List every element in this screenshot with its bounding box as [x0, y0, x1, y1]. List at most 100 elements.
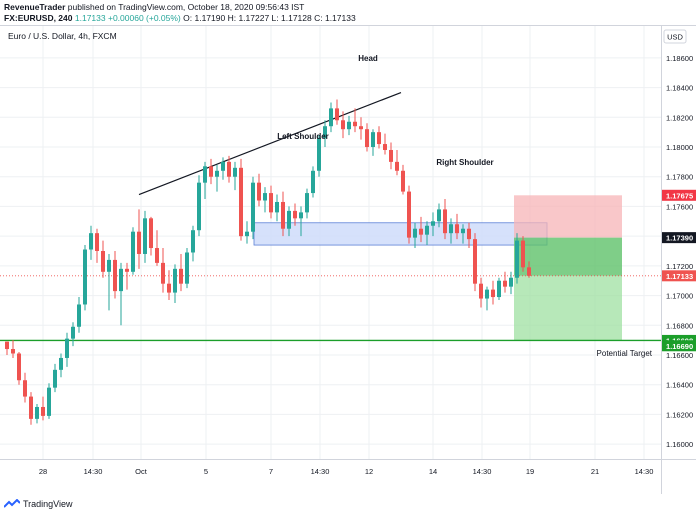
candle-up[interactable] — [233, 161, 237, 191]
candle-up[interactable] — [65, 332, 69, 367]
y-tick-label: 1.17200 — [666, 262, 693, 271]
candle-up[interactable] — [83, 245, 87, 311]
candle-up[interactable] — [119, 262, 123, 326]
candle-down[interactable] — [5, 341, 9, 355]
candle-up[interactable] — [35, 404, 39, 424]
candle-down[interactable] — [101, 240, 105, 278]
candle-down[interactable] — [41, 396, 45, 421]
candle-up[interactable] — [461, 224, 465, 244]
candle-up[interactable] — [203, 161, 207, 200]
candle-down[interactable] — [293, 203, 297, 226]
candle-down[interactable] — [407, 185, 411, 244]
candle-down[interactable] — [161, 248, 165, 293]
candle-down[interactable] — [29, 392, 33, 425]
candle-down[interactable] — [335, 99, 339, 125]
candle-down[interactable] — [455, 213, 459, 240]
candle-up[interactable] — [275, 194, 279, 222]
candle-up[interactable] — [371, 129, 375, 156]
candle-up[interactable] — [287, 206, 291, 237]
neckline-zone[interactable] — [253, 222, 548, 246]
candle-down[interactable] — [281, 191, 285, 237]
candle-up[interactable] — [221, 157, 225, 180]
candle-up[interactable] — [299, 206, 303, 237]
candle-down[interactable] — [479, 277, 483, 308]
candle-up[interactable] — [515, 233, 519, 284]
candle-down[interactable] — [521, 236, 525, 272]
candle-down[interactable] — [269, 185, 273, 219]
candle-up[interactable] — [305, 188, 309, 219]
candle-up[interactable] — [215, 164, 219, 192]
candle-up[interactable] — [431, 212, 435, 237]
candle-up[interactable] — [77, 297, 81, 333]
candle-up[interactable] — [71, 322, 75, 347]
candle-up[interactable] — [329, 102, 333, 133]
candle-up[interactable] — [485, 286, 489, 311]
candle-down[interactable] — [11, 340, 15, 358]
candle-up[interactable] — [185, 248, 189, 289]
candle-up[interactable] — [107, 253, 111, 311]
candle-down[interactable] — [17, 352, 21, 385]
candle-down[interactable] — [95, 228, 99, 263]
candle-down[interactable] — [137, 209, 141, 269]
candle-up[interactable] — [317, 135, 321, 177]
candle-up[interactable] — [263, 187, 267, 213]
candle-down[interactable] — [527, 261, 531, 278]
shoulder-trend-line[interactable] — [138, 91, 402, 196]
candle-up[interactable] — [197, 175, 201, 237]
candle-down[interactable] — [227, 155, 231, 183]
candle-up[interactable] — [323, 120, 327, 148]
candle-up[interactable] — [173, 264, 177, 303]
candle-up[interactable] — [437, 203, 441, 228]
candle-up[interactable] — [509, 271, 513, 295]
candle-up[interactable] — [449, 218, 453, 244]
candle-up[interactable] — [59, 353, 63, 378]
candle-down[interactable] — [155, 230, 159, 266]
candle-up[interactable] — [251, 176, 255, 240]
candle-down[interactable] — [23, 372, 27, 403]
candle-down[interactable] — [401, 164, 405, 195]
candle-up[interactable] — [245, 221, 249, 244]
chart-frame[interactable]: Head Left Shoulder Right Shoulder Potential… — [0, 25, 696, 494]
candle-down[interactable] — [167, 270, 171, 301]
brand-footer[interactable]: TradingView — [4, 499, 73, 509]
candle-down[interactable] — [209, 158, 213, 185]
candle-down[interactable] — [473, 233, 477, 292]
candle-up[interactable] — [47, 383, 51, 419]
currency-box[interactable] — [663, 29, 687, 44]
candle-down[interactable] — [419, 216, 423, 243]
price-badge-text: 1.17675 — [666, 191, 693, 200]
candle-down[interactable] — [395, 149, 399, 176]
candle-down[interactable] — [365, 123, 369, 152]
candle-up[interactable] — [89, 225, 93, 260]
candle-down[interactable] — [377, 126, 381, 149]
candle-up[interactable] — [191, 225, 195, 262]
candle-down[interactable] — [467, 222, 471, 249]
candle-up[interactable] — [131, 227, 135, 275]
target-zone[interactable] — [514, 275, 622, 341]
candle-up[interactable] — [413, 222, 417, 249]
candle-up[interactable] — [143, 210, 147, 263]
candle-down[interactable] — [491, 280, 495, 305]
candle-down[interactable] — [257, 173, 261, 207]
candle-down[interactable] — [113, 251, 117, 299]
candle-down[interactable] — [353, 108, 357, 133]
stop-loss-zone[interactable] — [514, 195, 622, 238]
candle-down[interactable] — [359, 117, 363, 140]
candle-down[interactable] — [125, 262, 129, 290]
candle-down[interactable] — [179, 253, 183, 292]
candle-up[interactable] — [347, 115, 351, 136]
candle-up[interactable] — [53, 363, 57, 393]
candle-down[interactable] — [503, 271, 507, 293]
candle-down[interactable] — [149, 216, 153, 256]
candle-down[interactable] — [389, 142, 393, 170]
candle-up[interactable] — [311, 166, 315, 198]
candle-up[interactable] — [425, 221, 429, 246]
symbol-label: FX:EURUSD, 240 — [4, 13, 73, 23]
profit-zone-filled[interactable] — [514, 237, 622, 276]
candle-down[interactable] — [341, 111, 345, 139]
candle-down[interactable] — [239, 158, 243, 241]
candle-up[interactable] — [497, 277, 501, 301]
candle-down[interactable] — [443, 199, 447, 240]
candle-down[interactable] — [383, 133, 387, 155]
chart-canvas[interactable]: Head Left Shoulder Right Shoulder Potential… — [0, 26, 696, 494]
